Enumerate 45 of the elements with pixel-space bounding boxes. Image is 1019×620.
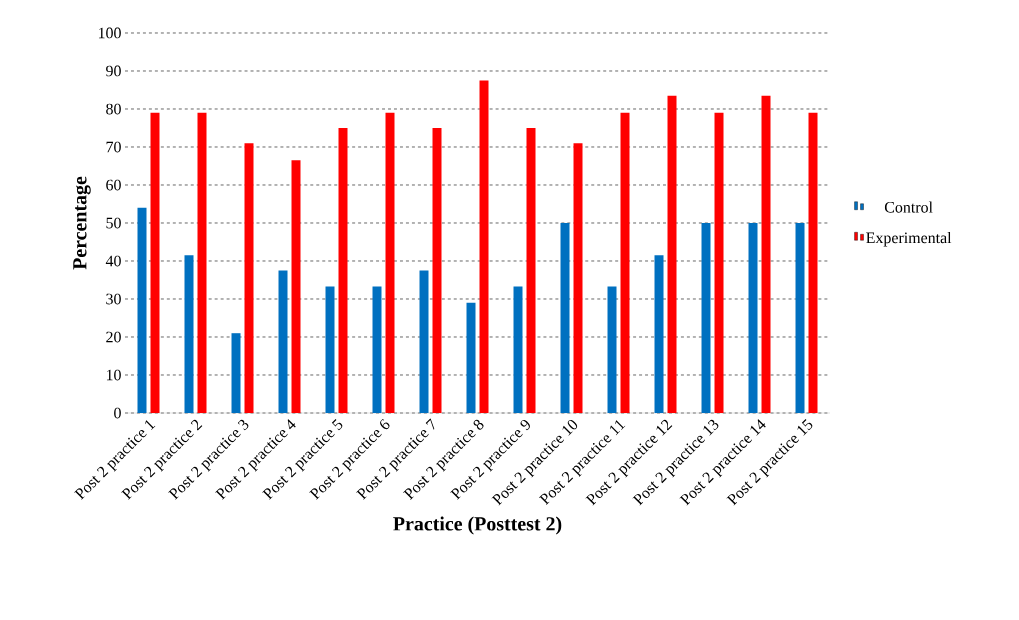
bar [372, 286, 382, 413]
bar [338, 128, 348, 413]
bar [654, 255, 664, 413]
bar [761, 95, 771, 413]
bar [479, 80, 489, 413]
y-tick-label: 20 [106, 331, 121, 343]
y-tick-label: 60 [106, 179, 121, 191]
bar [667, 95, 677, 413]
legend-label: Experimental [866, 231, 952, 247]
y-tick-label: 100 [98, 27, 121, 39]
bar [513, 286, 523, 413]
y-tick-label: 80 [106, 103, 121, 115]
y-tick-label: 0 [114, 407, 121, 419]
bar [137, 207, 147, 413]
bar [607, 286, 617, 413]
y-tick-label: 10 [106, 369, 121, 381]
bar [432, 128, 442, 413]
y-axis-title: Percentage [73, 176, 91, 270]
bar [150, 112, 160, 413]
bar [419, 270, 429, 413]
bar [278, 270, 288, 413]
bar [795, 223, 805, 413]
bar [526, 128, 536, 413]
bar [808, 112, 818, 413]
bar [197, 112, 207, 413]
y-tick-label: 70 [106, 141, 121, 153]
y-tick-label: 90 [106, 65, 121, 77]
bar [244, 143, 254, 413]
bar [714, 112, 724, 413]
bar [231, 333, 241, 413]
bar [184, 255, 194, 413]
bar [573, 143, 583, 413]
y-tick-label: 40 [105, 255, 121, 267]
bar [325, 286, 335, 413]
x-axis-title: Practice (Posttest 2) [393, 516, 562, 535]
y-tick-label: 30 [106, 293, 121, 305]
bar [701, 223, 711, 413]
bar [291, 160, 301, 413]
bar [466, 302, 476, 413]
bar [748, 223, 758, 413]
legend-label: Control [884, 201, 933, 213]
bar [385, 112, 395, 413]
bar [560, 223, 570, 413]
bar [620, 112, 630, 413]
y-tick-label: 50 [106, 217, 121, 229]
